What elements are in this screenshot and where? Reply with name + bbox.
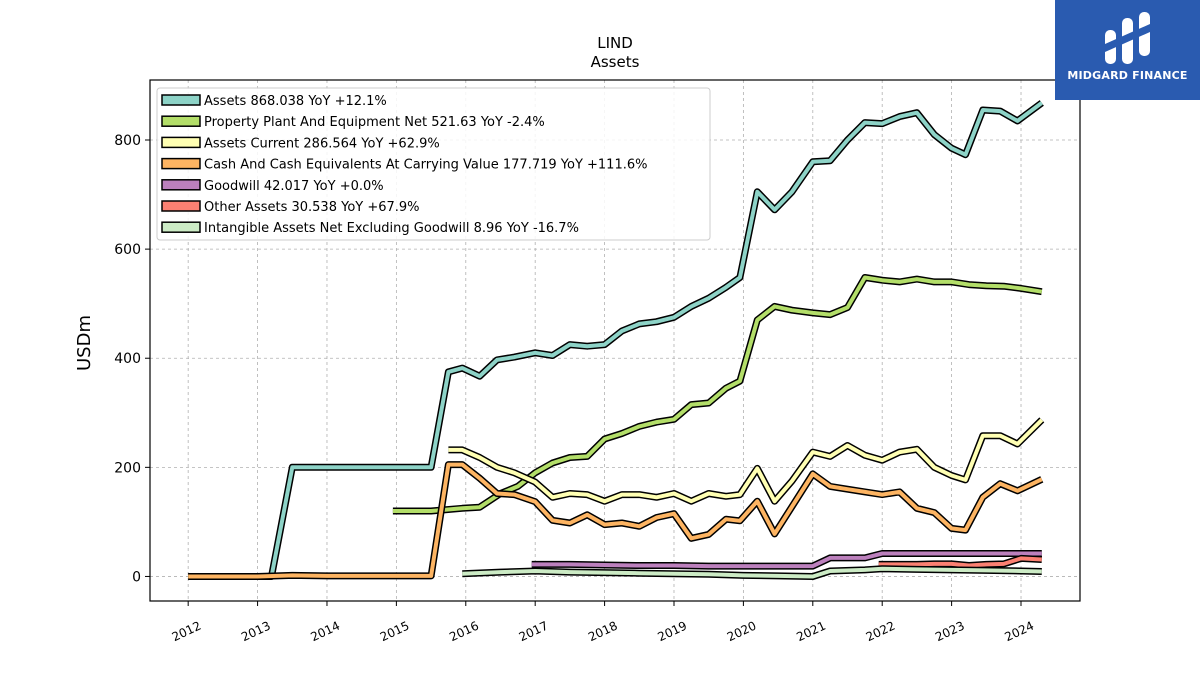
y-axis-label: USDm (74, 315, 95, 371)
series-line (448, 418, 1044, 504)
x-tick-label: 2012 (170, 619, 204, 645)
x-tick-label: 2022 (864, 619, 898, 645)
legend-swatch (161, 200, 201, 212)
series-3 (188, 461, 1044, 580)
y-tick-label: 0 (132, 569, 141, 585)
x-tick-label: 2013 (239, 619, 273, 645)
series-line (878, 556, 1042, 568)
x-tick-label: 2015 (378, 619, 412, 645)
x-tick-label: 2024 (1003, 619, 1037, 645)
legend-label: Other Assets 30.538 YoY +67.9% (204, 200, 420, 215)
series-2 (448, 417, 1045, 505)
x-tick-label: 2016 (447, 619, 481, 645)
legend-label: Goodwill 42.017 YoY +0.0% (204, 179, 384, 194)
legend-label: Assets 868.038 YoY +12.1% (204, 94, 387, 109)
series-lines (188, 100, 1045, 580)
legend-swatch (161, 179, 201, 191)
legend-label: Cash And Cash Equivalents At Carrying Va… (204, 158, 647, 173)
series-0 (188, 100, 1044, 580)
series-line (531, 551, 1042, 569)
y-tick-label: 400 (114, 351, 141, 367)
legend-swatch (161, 157, 201, 170)
series-line (188, 101, 1043, 579)
brand-name: MIDGARD FINANCE (1067, 69, 1188, 82)
x-tick-label: 2023 (933, 619, 967, 645)
x-tick-label: 2014 (308, 619, 342, 645)
series-line (462, 566, 1042, 579)
x-tick-label: 2018 (586, 619, 620, 645)
chart-subtitle: Assets (591, 53, 640, 71)
y-tick-label: 200 (114, 460, 141, 476)
legend-label: Intangible Assets Net Excluding Goodwill… (204, 221, 579, 236)
series-6 (462, 565, 1042, 580)
series-4 (531, 550, 1042, 570)
legend-box (156, 87, 711, 241)
chart-title: LIND (597, 34, 633, 52)
series-5 (878, 554, 1042, 569)
x-tick-label: 2017 (517, 619, 551, 645)
brand-logo: MIDGARD FINANCE (1055, 0, 1200, 100)
plot-frame (149, 79, 1081, 602)
brand-logo-icon (1105, 12, 1150, 64)
legend-swatch (161, 136, 201, 149)
y-tick-label: 800 (114, 133, 141, 149)
x-tick-label: 2020 (725, 619, 759, 645)
x-tick-label: 2019 (656, 619, 690, 645)
x-tick-label: 2021 (794, 619, 828, 645)
legend-label: Property Plant And Equipment Net 521.63 … (204, 115, 545, 130)
series-line (392, 275, 1043, 513)
legend: Assets 868.038 YoY +12.1% Property Plant … (156, 87, 711, 241)
legend-swatch (161, 221, 201, 233)
y-tick-label: 600 (114, 242, 141, 258)
legend-swatch (161, 115, 201, 127)
series-line-outline (188, 461, 1044, 580)
series-line (188, 462, 1043, 579)
legend-label: Assets Current 286.564 YoY +62.9% (204, 136, 440, 151)
legend-swatch (161, 94, 201, 106)
series-1 (392, 274, 1043, 515)
